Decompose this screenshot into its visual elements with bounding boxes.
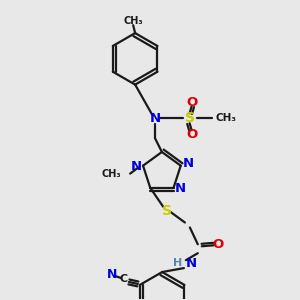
Text: O: O	[186, 128, 197, 141]
Text: N: N	[183, 157, 194, 170]
Text: CH₃: CH₃	[102, 169, 121, 178]
Text: H: H	[173, 258, 182, 268]
Text: N: N	[149, 112, 161, 125]
Text: O: O	[186, 96, 197, 109]
Text: S: S	[162, 204, 172, 218]
Text: CH₃: CH₃	[215, 113, 236, 123]
Text: N: N	[175, 182, 186, 195]
Text: N: N	[130, 160, 142, 173]
Text: O: O	[212, 238, 223, 251]
Text: N: N	[107, 268, 117, 281]
Text: S: S	[184, 111, 195, 125]
Text: N: N	[186, 256, 197, 270]
Text: CH₃: CH₃	[123, 16, 143, 26]
Text: C: C	[120, 274, 128, 284]
